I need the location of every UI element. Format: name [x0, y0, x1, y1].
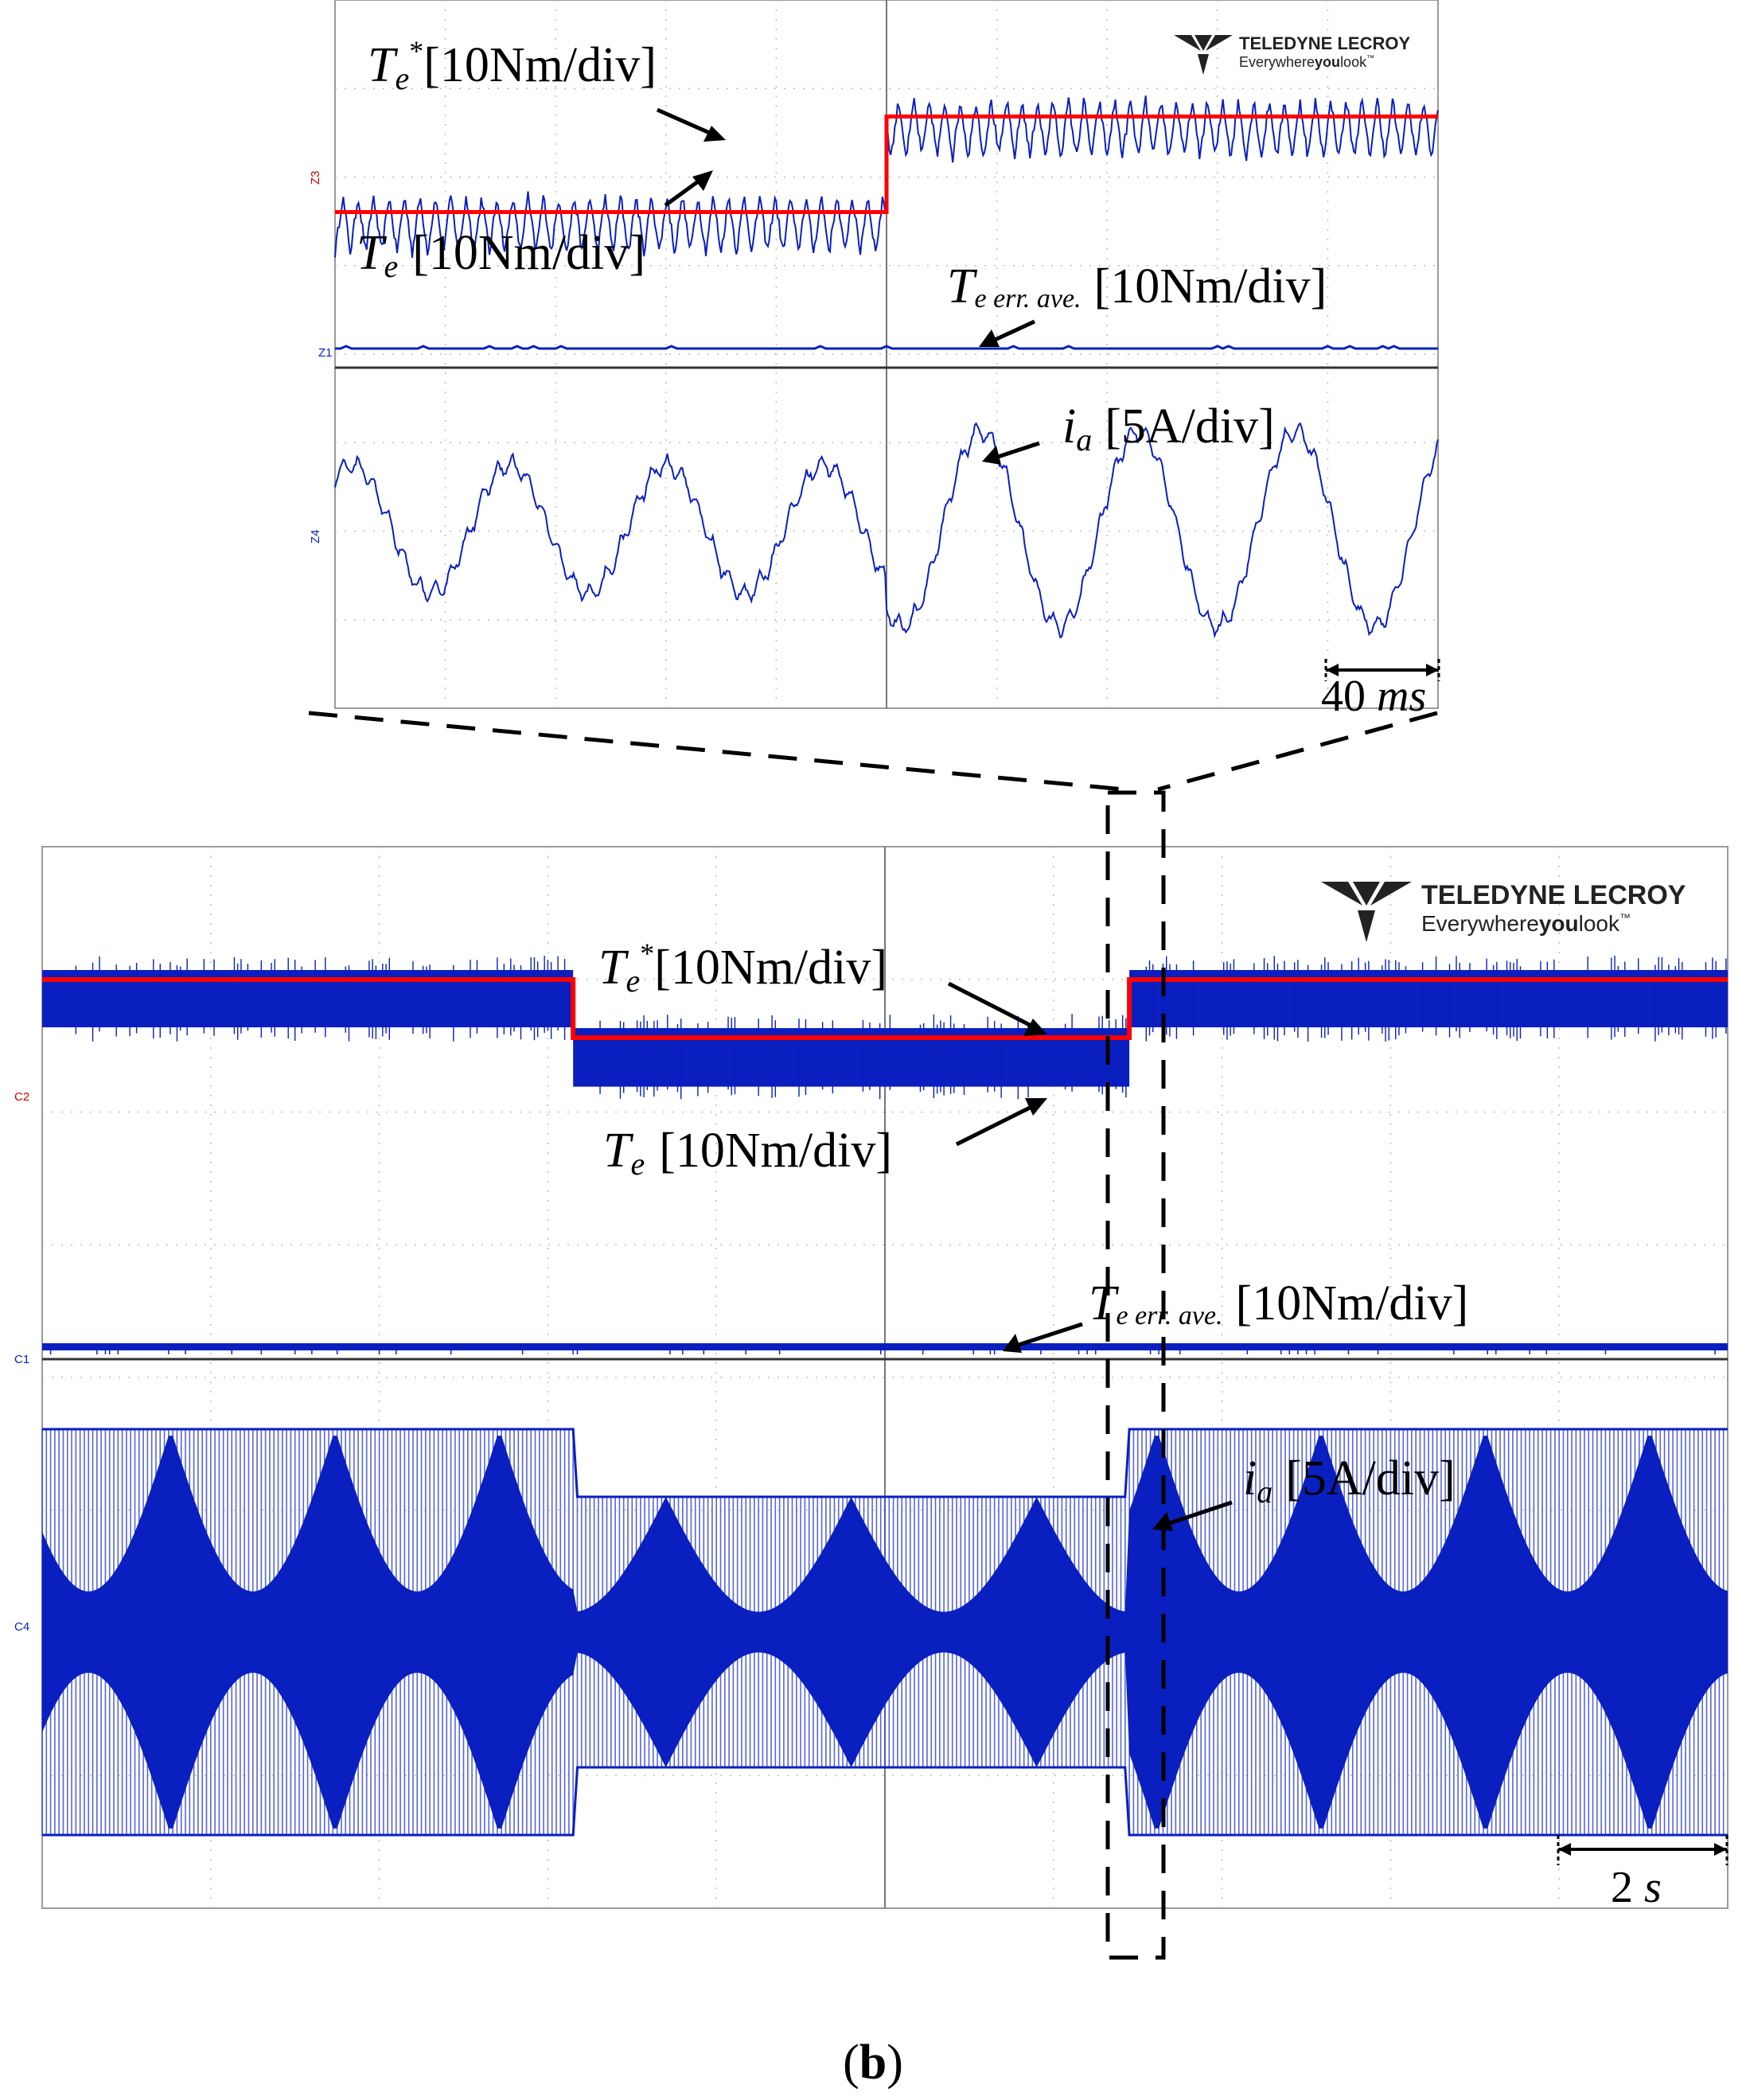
channel-marker-c2: C2 — [14, 1090, 29, 1104]
zoom-time-scale: 40 ms — [1321, 659, 1440, 721]
arrowhead-right-icon — [1426, 664, 1439, 676]
zoom-label-te-err: Te err. ave. [10Nm/div] — [947, 259, 1327, 314]
brand-logo-main: TELEDYNE LECROY Everywhereyoulook™ — [1321, 880, 1686, 942]
zoom-label-te: Te [10Nm/div] — [357, 226, 645, 284]
connector-right — [1157, 711, 1438, 792]
brand-name: TELEDYNE LECROY — [1239, 33, 1410, 53]
zoom-connector — [308, 711, 1438, 792]
trace-te-ref — [42, 977, 1728, 1040]
brand-tagline: Everywhereyoulook™ — [1239, 54, 1374, 70]
channel-marker-c1: C1 — [14, 1353, 29, 1366]
arrowhead-icon — [979, 329, 1000, 347]
arrow-te-ref — [656, 107, 713, 136]
zoom-label-te-ref: Te*[10Nm/div] — [368, 35, 657, 96]
connector-left — [308, 711, 1124, 792]
channel-marker-z3: Z3 — [309, 170, 322, 185]
trace-te-err — [42, 1343, 1728, 1350]
zoom-traces — [334, 95, 1439, 639]
zoom-arrows — [656, 107, 1040, 465]
arrow-te-ref — [947, 981, 1031, 1027]
main-panel: TELEDYNE LECROY Everywhereyoulook™ C2 C1… — [14, 790, 1728, 1960]
brand-name: TELEDYNE LECROY — [1421, 880, 1686, 910]
arrow-te-err — [1018, 1322, 1083, 1347]
arrowhead-left-icon — [1558, 1843, 1571, 1856]
arrow-ia — [1169, 1500, 1233, 1525]
brand-logo-zoom: TELEDYNE LECROY Everywhereyoulook™ — [1174, 33, 1410, 75]
arrow-te — [664, 177, 702, 208]
brand-tagline: Everywhereyoulook™ — [1421, 911, 1631, 936]
trace-te-ref — [335, 114, 1438, 214]
trace-ia-core — [42, 1436, 1728, 1829]
arrowhead-left-icon — [1326, 664, 1339, 676]
arrow-te — [955, 1105, 1031, 1147]
zoom-scale-label: 40 ms — [1321, 672, 1426, 721]
trace-ia-envelope — [42, 1766, 1728, 1837]
lecroy-emblem-icon — [1321, 882, 1412, 942]
trace-te-err — [335, 345, 1438, 350]
arrow-ia — [997, 441, 1040, 459]
main-label-te-ref: Te*[10Nm/div] — [598, 937, 887, 999]
arrowhead-icon — [1023, 1019, 1047, 1036]
main-traces — [41, 956, 1728, 1837]
zoom-window — [1105, 790, 1166, 1960]
arrowhead-right-icon — [1714, 1843, 1727, 1856]
zoom-label-ia: ia [5A/div] — [1062, 399, 1275, 458]
arrow-te-err — [992, 319, 1036, 343]
arrowhead-icon — [703, 126, 726, 142]
channel-marker-z4: Z4 — [309, 529, 322, 544]
zoom-panel: TELEDYNE LECROY Everywhereyoulook™ Z3 Z1… — [309, 0, 1440, 721]
channel-marker-c4: C4 — [14, 1620, 29, 1634]
arrowhead-icon — [1025, 1098, 1047, 1116]
lecroy-emblem-icon — [1174, 35, 1233, 75]
figure-caption: (b) — [843, 2036, 903, 2090]
main-label-te-err: Te err. ave. [10Nm/div] — [1089, 1276, 1468, 1331]
channel-marker-z1: Z1 — [318, 346, 333, 360]
trace-ia — [334, 422, 1439, 639]
arrowhead-icon — [1003, 1334, 1022, 1353]
arrowhead-icon — [982, 446, 1001, 465]
main-label-ia: ia [5A/div] — [1243, 1451, 1456, 1510]
arrowhead-icon — [692, 170, 713, 191]
main-label-te: Te [10Nm/div] — [603, 1124, 892, 1182]
trace-ia-envelope — [42, 1428, 1728, 1498]
